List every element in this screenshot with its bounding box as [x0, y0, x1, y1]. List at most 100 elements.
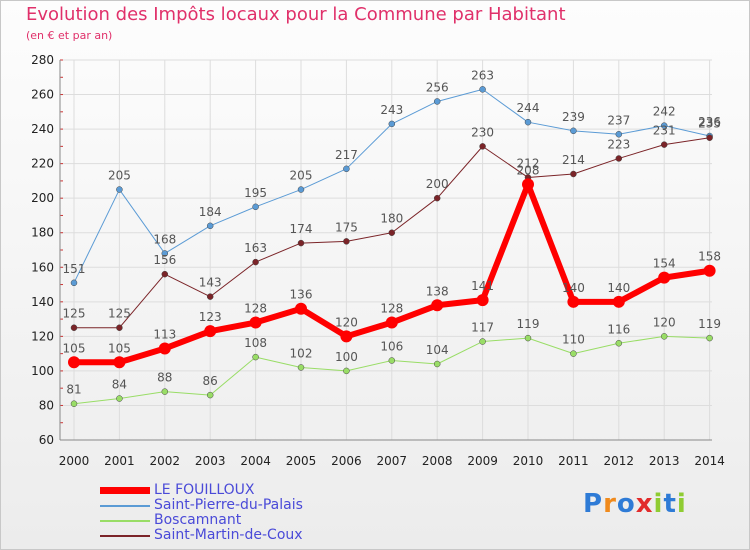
data-label: 117 — [471, 321, 494, 335]
x-tick-label: 2006 — [331, 454, 362, 468]
data-point — [612, 295, 625, 308]
data-point — [524, 118, 532, 126]
data-point — [660, 141, 668, 148]
data-label: 256 — [426, 80, 449, 94]
data-point — [567, 295, 580, 308]
data-point — [161, 270, 169, 278]
x-tick-label: 2000 — [59, 454, 90, 468]
x-tick-label: 2004 — [240, 454, 271, 468]
data-label: 84 — [112, 378, 127, 392]
data-label: 113 — [153, 327, 176, 341]
y-tick-label: 220 — [31, 157, 54, 171]
series-saint-pierre-du-palais: 151 205 168 184 195 205 217 243 256 263 244 239 237 2… — [63, 68, 721, 287]
data-label: 180 — [380, 212, 403, 226]
data-label: 86 — [203, 374, 218, 388]
data-label: 205 — [108, 169, 131, 183]
data-point — [570, 170, 577, 178]
data-point — [433, 194, 441, 202]
y-tick-label: 240 — [31, 122, 54, 136]
data-label: 174 — [290, 222, 313, 236]
x-tick-label: 2001 — [104, 454, 135, 468]
y-tick-label: 100 — [31, 364, 54, 378]
data-point — [388, 229, 396, 236]
data-point — [706, 334, 713, 342]
data-point — [113, 356, 126, 369]
data-label: 163 — [244, 241, 267, 255]
data-label: 231 — [653, 124, 676, 138]
data-label: 205 — [290, 169, 313, 183]
data-label: 105 — [108, 341, 131, 355]
legend-label: Boscamnant — [154, 512, 242, 528]
data-label: 123 — [199, 310, 222, 324]
data-point — [522, 178, 534, 191]
data-point — [206, 391, 214, 399]
data-point — [343, 367, 350, 375]
data-point — [206, 293, 214, 300]
data-label: 119 — [698, 317, 721, 331]
chart-subtitle: (en € et par an) — [26, 29, 113, 42]
data-label: 195 — [244, 186, 267, 200]
y-tick-label: 160 — [31, 260, 54, 274]
data-label: 138 — [426, 284, 449, 298]
data-point — [295, 302, 307, 315]
y-tick-label: 260 — [31, 88, 54, 102]
data-label: 140 — [562, 281, 585, 295]
x-tick-label: 2012 — [604, 454, 635, 468]
data-point — [116, 186, 123, 193]
data-point — [206, 222, 214, 230]
data-label: 230 — [471, 125, 494, 139]
x-tick-label: 2011 — [558, 454, 589, 468]
legend-label: Saint-Pierre-du-Palais — [154, 497, 303, 513]
data-label: 136 — [290, 288, 313, 302]
data-label: 239 — [562, 110, 585, 124]
data-label: 143 — [199, 276, 222, 290]
x-tick-label: 2003 — [195, 454, 226, 468]
data-point — [158, 342, 171, 355]
data-point — [204, 325, 217, 338]
x-tick-label: 2013 — [649, 454, 680, 468]
data-point — [297, 239, 305, 247]
data-label: 217 — [335, 148, 358, 162]
data-point — [615, 340, 623, 347]
data-label: 156 — [153, 253, 176, 267]
data-label: 168 — [153, 232, 176, 246]
data-label: 88 — [157, 371, 172, 385]
y-tick-label: 280 — [31, 53, 54, 67]
data-label: 237 — [607, 113, 630, 127]
series-saint-martin-de-coux: 125 125 156 143 163 174 175 180 200 230 212 214 223 2… — [63, 117, 721, 331]
data-label: 128 — [380, 302, 403, 316]
data-point — [615, 131, 623, 138]
data-label: 81 — [66, 383, 81, 397]
data-label: 242 — [653, 105, 676, 119]
legend-swatch — [100, 505, 150, 507]
data-label: 184 — [199, 205, 222, 219]
data-point — [479, 338, 486, 345]
data-label: 263 — [471, 68, 494, 82]
x-tick-label: 2014 — [694, 454, 725, 468]
data-point — [70, 324, 78, 331]
data-label: 154 — [653, 257, 676, 271]
data-point — [297, 364, 305, 371]
data-point — [161, 388, 169, 395]
data-label: 104 — [426, 343, 449, 357]
x-tick-label: 2009 — [467, 454, 498, 468]
data-label: 236 — [698, 115, 721, 129]
y-tick-label: 140 — [31, 295, 54, 309]
y-tick-label: 200 — [31, 191, 54, 205]
data-label: 212 — [517, 156, 540, 170]
data-label: 158 — [698, 250, 721, 264]
data-label: 116 — [607, 322, 630, 336]
data-point — [343, 238, 350, 245]
data-point — [70, 279, 78, 287]
series-le-fouilloux: 105 105 113 123 128 136 120 128 138 141 208 140 140 1… — [63, 163, 721, 369]
proxiti-logo: Proxiti — [583, 489, 687, 519]
data-point — [431, 299, 444, 312]
data-label: 235 — [698, 117, 721, 131]
data-point — [433, 360, 441, 368]
legend-swatch — [100, 535, 150, 537]
y-tick-label: 60 — [39, 433, 54, 447]
data-label: 244 — [517, 101, 540, 115]
x-tick-label: 2008 — [422, 454, 453, 468]
